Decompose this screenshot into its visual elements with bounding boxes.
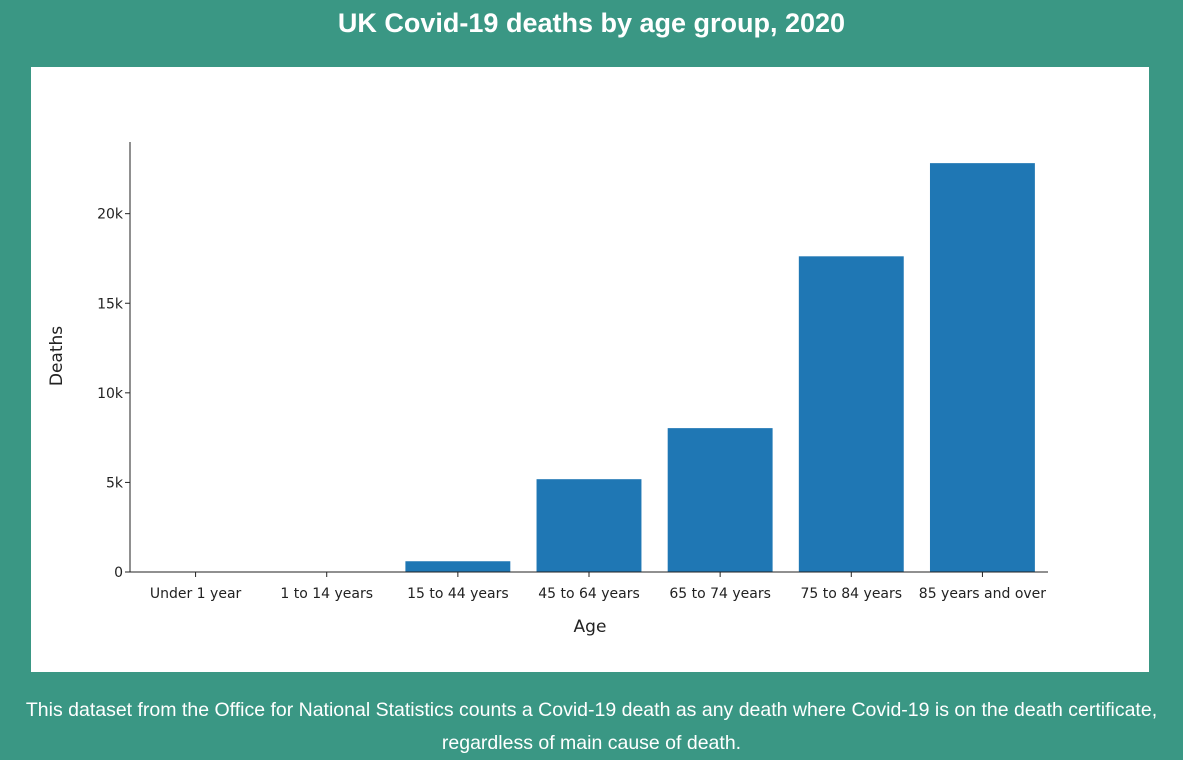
y-axis-title: Deaths — [47, 326, 67, 386]
y-tick-label: 15k — [97, 296, 124, 312]
y-tick-label: 10k — [97, 386, 124, 402]
x-tick-label: 1 to 14 years — [280, 586, 373, 602]
tick-labels-layer: 0 5k 10k 15k 20k Under 1 year 1 to 14 years 15 … — [97, 207, 1046, 602]
x-tick-label: 85 years and over — [919, 586, 1046, 602]
bars-layer — [143, 163, 1035, 572]
chart-panel: 0 5k 10k 15k 20k Under 1 year 1 to 14 years 15 … — [31, 67, 1149, 672]
bar-2[interactable] — [405, 561, 511, 572]
axes-layer — [125, 142, 1048, 577]
y-tick-label: 0 — [114, 565, 123, 581]
bar-chart: 0 5k 10k 15k 20k Under 1 year 1 to 14 years 15 … — [47, 142, 1048, 637]
y-tick-label: 5k — [106, 475, 124, 491]
x-tick-label: 15 to 44 years — [407, 586, 509, 602]
x-axis-title: Age — [574, 617, 607, 637]
bar-3[interactable] — [536, 479, 642, 572]
x-tick-label: 65 to 74 years — [669, 586, 771, 602]
dataset-caption: This dataset from the Office for Nationa… — [25, 699, 1158, 754]
x-tick-label: 75 to 84 years — [801, 586, 903, 602]
x-tick-label: 45 to 64 years — [538, 586, 640, 602]
chart-title: UK Covid-19 deaths by age group, 2020 — [337, 8, 846, 38]
bar-4[interactable] — [667, 428, 773, 572]
x-tick-label: Under 1 year — [150, 586, 242, 602]
bar-5[interactable] — [798, 256, 904, 572]
y-tick-label: 20k — [97, 207, 124, 223]
bar-6[interactable] — [929, 163, 1035, 572]
